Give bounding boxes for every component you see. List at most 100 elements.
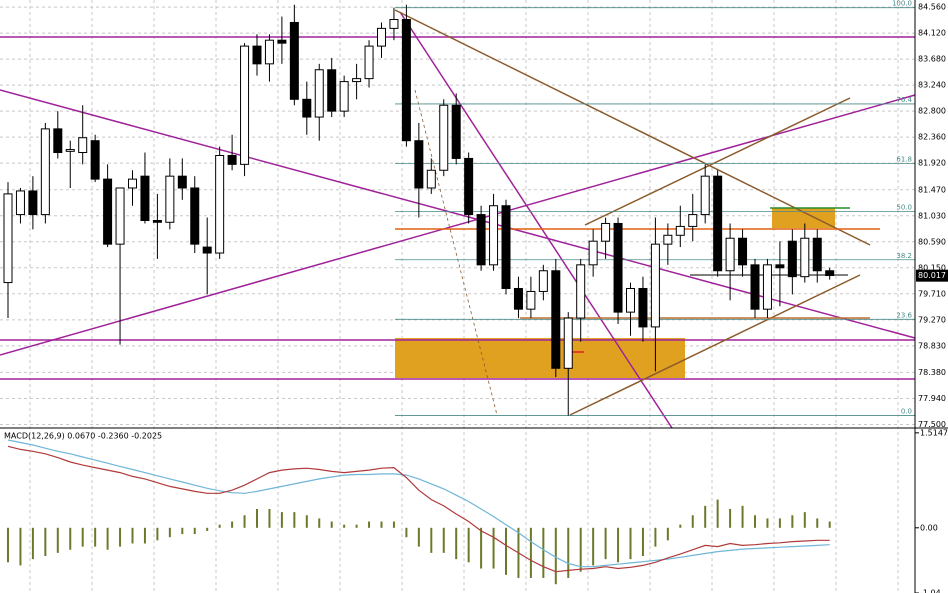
y-tick-label: 84.560 <box>918 3 946 12</box>
candle-body <box>3 193 13 284</box>
candle-body <box>302 98 312 118</box>
candle-body <box>663 234 673 245</box>
trend-line <box>584 97 851 226</box>
y-tick-label: 0.00 <box>920 523 938 532</box>
y-tick-label: 84.120 <box>918 29 946 38</box>
fib-label: 38.2 <box>896 252 912 260</box>
candle-body <box>489 205 499 266</box>
candle-body <box>327 69 337 112</box>
candle-body <box>152 220 162 223</box>
candle-body <box>215 154 225 254</box>
candle-body <box>725 237 735 272</box>
candle-body <box>115 187 125 245</box>
candle-body <box>713 175 723 272</box>
candle-body <box>78 137 88 154</box>
candle-body <box>476 214 486 266</box>
candle-body <box>28 190 38 216</box>
candle-body <box>588 240 598 266</box>
y-tick-label: 83.240 <box>918 81 946 90</box>
y-tick-label: 81.030 <box>918 211 946 220</box>
candle-body <box>389 19 399 29</box>
candle-body <box>364 45 374 80</box>
price-panel <box>3 4 835 416</box>
candle-body <box>501 205 511 289</box>
candle-body <box>227 154 237 165</box>
candle-body <box>513 287 523 310</box>
y-tick-label: 79.710 <box>918 289 946 298</box>
candle-body <box>675 225 685 236</box>
candle-body <box>551 270 561 369</box>
fib-label: 76.4 <box>896 96 912 104</box>
y-tick-label: 81.470 <box>918 185 946 194</box>
dashed-line <box>414 89 498 416</box>
candle-body <box>538 270 548 292</box>
candle-body <box>526 290 536 310</box>
candle-body <box>289 21 299 100</box>
trend-line <box>394 9 871 246</box>
candle-body <box>339 81 349 112</box>
candle-body <box>750 264 760 310</box>
candle-body <box>202 246 212 254</box>
y-tick-label: 77.940 <box>918 394 946 403</box>
y-tick-label: 82.800 <box>918 107 946 116</box>
drawing-objects <box>0 9 916 429</box>
candle-body <box>825 270 835 276</box>
indicator-title: MACD(12,26,9) 0.0670 -0.2360 -0.2025 <box>4 432 162 441</box>
candle-body <box>601 222 611 242</box>
candle-body <box>812 237 822 272</box>
trend-line <box>0 94 916 356</box>
current-price: 80.017 <box>918 271 946 280</box>
candle-body <box>165 175 175 223</box>
candle-body <box>638 287 648 328</box>
fib-label: 23.6 <box>896 311 912 319</box>
trend-line <box>0 89 916 339</box>
indicator-line <box>7 445 830 573</box>
y-tick-label: -1.04 <box>920 589 941 593</box>
fib-label: 0.0 <box>901 408 912 416</box>
grid <box>0 0 915 593</box>
candle-body <box>688 214 698 227</box>
macd-panel <box>7 432 919 593</box>
candle-body <box>103 178 113 245</box>
candle-body <box>451 104 461 159</box>
candle-body <box>314 69 324 118</box>
zone <box>395 338 685 378</box>
candle-body <box>439 104 449 171</box>
price-tag <box>916 269 948 282</box>
candle-body <box>787 240 797 278</box>
candle-body <box>563 317 573 369</box>
candle-body <box>40 128 50 216</box>
candle-body <box>377 27 386 47</box>
y-tick-label: 81.920 <box>918 159 946 168</box>
candle-body <box>128 178 137 189</box>
candle-body <box>177 175 187 189</box>
candle-body <box>700 175 710 216</box>
candle-body <box>252 45 262 65</box>
candle-body <box>65 149 75 152</box>
candle-body <box>352 78 362 83</box>
fib-label: 100.0 <box>892 0 912 8</box>
y-tick-label: 78.830 <box>918 341 946 350</box>
candle-body <box>401 19 411 142</box>
trend-line <box>569 274 861 416</box>
candle-body <box>738 237 748 266</box>
candle-body <box>264 39 274 65</box>
zone <box>772 208 835 228</box>
y-tick-label: 80.590 <box>918 237 946 246</box>
candle-body <box>414 140 424 189</box>
y-tick-label: 82.360 <box>918 133 946 142</box>
candle-body <box>576 264 586 319</box>
candle-body <box>426 169 436 189</box>
candle-body <box>650 243 660 328</box>
fib-label: 50.0 <box>896 204 912 212</box>
candle-body <box>15 190 25 216</box>
y-tick-label: 83.680 <box>918 55 946 64</box>
y-tick-label: 80.150 <box>918 263 946 272</box>
candle-body <box>140 175 150 222</box>
candle-body <box>53 128 63 154</box>
candle-body <box>626 287 635 313</box>
fib-label: 61.8 <box>896 156 912 164</box>
trend-line <box>399 11 673 429</box>
candle-body <box>775 264 785 269</box>
